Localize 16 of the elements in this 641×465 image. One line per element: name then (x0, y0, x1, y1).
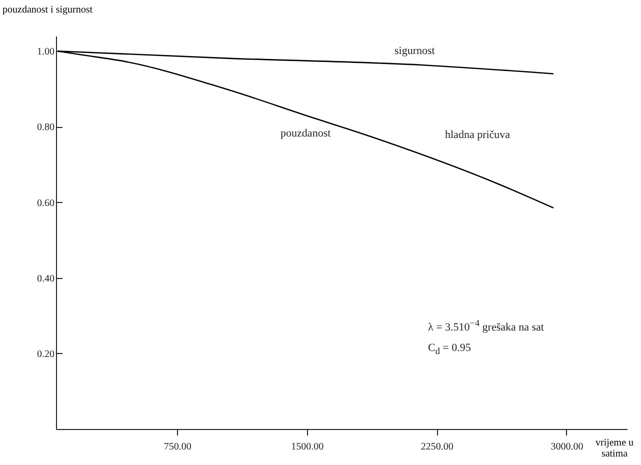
annotation: C$_{d}$ = 0.95 (428, 342, 471, 356)
x-tick-label: 2250.00 (420, 442, 454, 452)
x-tick-label: 1500.00 (291, 442, 324, 452)
y-tick-label: 0.40 (37, 273, 54, 284)
y-tick-label: 0.80 (37, 122, 54, 134)
y-axis-title: pouzdanost i sigurnost (2, 4, 93, 16)
series-label: sigurnost (394, 44, 435, 57)
y-tick-label: 1.00 (37, 46, 54, 58)
y-tick-label: 0.60 (37, 198, 54, 209)
x-tick-label: 3000.00 (550, 442, 584, 452)
x-axis-title: vrijeme u satima (595, 438, 634, 460)
annotation: hladna pričuva (445, 129, 510, 141)
y-tick-label: 0.20 (37, 348, 54, 360)
series-label: pouzdanost (280, 127, 331, 140)
annotation: λ = 3.510$^{−4}$ grešaka na sat (428, 318, 544, 334)
x-tick-label: 750.00 (164, 442, 192, 452)
